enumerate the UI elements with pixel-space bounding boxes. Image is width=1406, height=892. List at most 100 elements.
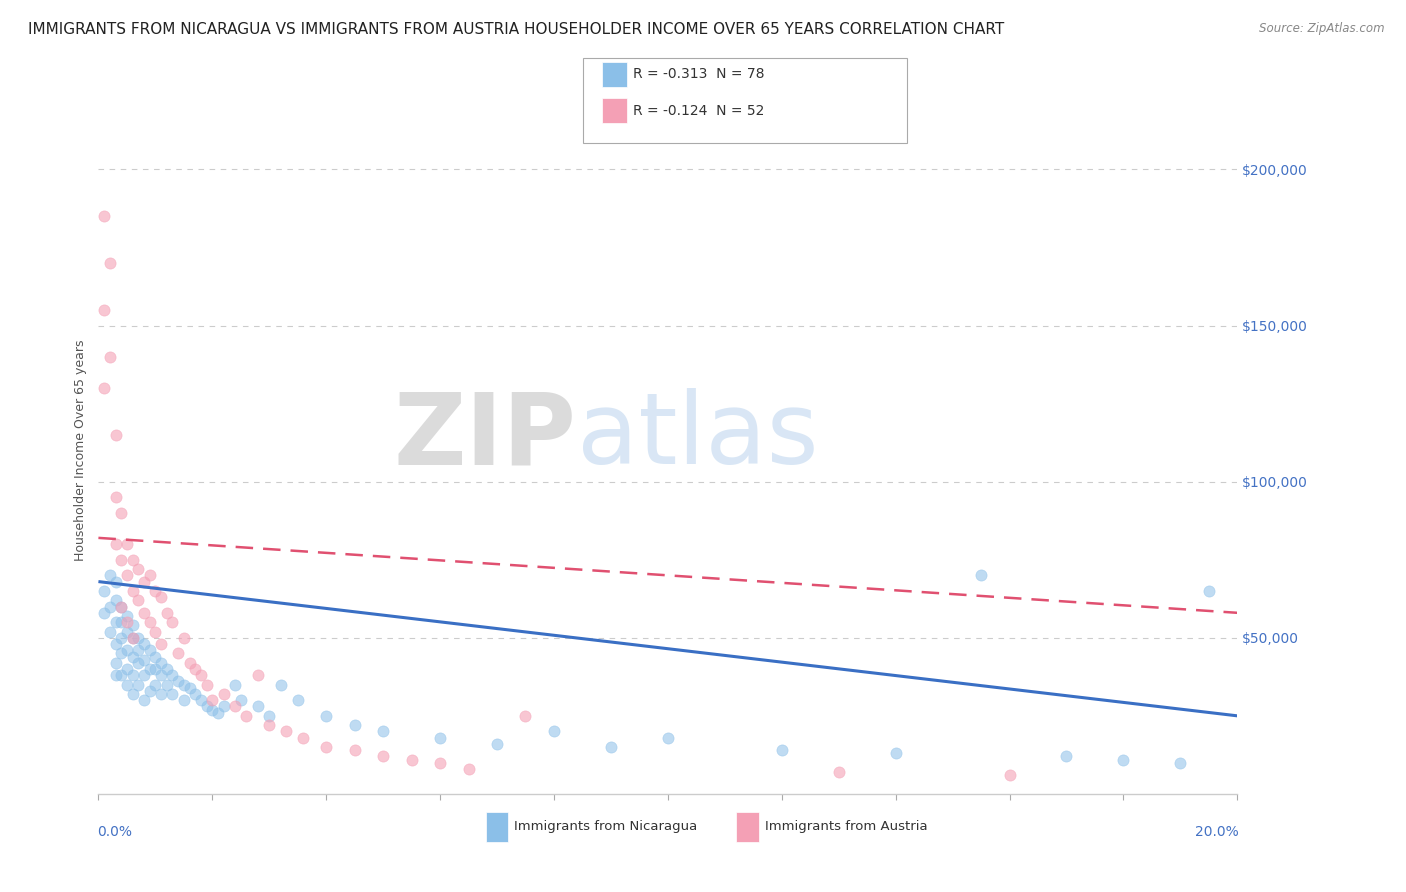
Point — [145, 662, 167, 676]
Point — [401, 753, 423, 767]
Point — [127, 593, 149, 607]
Point — [110, 615, 132, 630]
Point — [121, 668, 143, 682]
Point — [657, 731, 679, 745]
Point — [315, 708, 337, 723]
Point — [543, 724, 565, 739]
Point — [150, 637, 173, 651]
Point — [190, 668, 212, 682]
Text: Immigrants from Austria: Immigrants from Austria — [765, 821, 928, 833]
Point — [156, 662, 179, 676]
Point — [93, 583, 115, 598]
Point — [115, 643, 138, 657]
Point — [190, 693, 212, 707]
Point — [110, 631, 132, 645]
Point — [315, 740, 337, 755]
Point — [276, 724, 298, 739]
Point — [195, 678, 218, 692]
Point — [98, 350, 121, 364]
Point — [115, 568, 138, 582]
Point — [150, 591, 173, 605]
Bar — [737, 812, 759, 842]
Point — [429, 731, 451, 745]
Point — [98, 568, 121, 582]
Point — [162, 687, 184, 701]
Point — [343, 718, 366, 732]
Point — [121, 631, 143, 645]
Point — [132, 668, 155, 682]
Point — [173, 693, 195, 707]
Point — [110, 599, 132, 614]
Point — [179, 681, 201, 695]
Point — [115, 608, 138, 623]
Point — [121, 552, 143, 567]
Point — [115, 662, 138, 676]
Point — [343, 743, 366, 757]
Point — [1170, 756, 1192, 770]
Point — [287, 693, 309, 707]
Point — [201, 693, 224, 707]
Point — [98, 256, 121, 270]
Text: atlas: atlas — [576, 388, 818, 485]
Point — [104, 668, 127, 682]
Point — [156, 678, 179, 692]
Point — [93, 381, 115, 395]
Text: 0.0%: 0.0% — [97, 825, 132, 838]
Point — [104, 637, 127, 651]
Bar — [485, 812, 508, 842]
Point — [207, 706, 229, 720]
Point — [600, 740, 623, 755]
Point — [110, 646, 132, 660]
Point — [235, 708, 257, 723]
Point — [156, 606, 179, 620]
Point — [121, 618, 143, 632]
Point — [246, 699, 269, 714]
Point — [121, 687, 143, 701]
Point — [173, 631, 195, 645]
Point — [110, 599, 132, 614]
Point — [1056, 749, 1078, 764]
Text: Source: ZipAtlas.com: Source: ZipAtlas.com — [1260, 22, 1385, 36]
Point — [770, 743, 793, 757]
Text: ZIP: ZIP — [394, 388, 576, 485]
Text: IMMIGRANTS FROM NICARAGUA VS IMMIGRANTS FROM AUSTRIA HOUSEHOLDER INCOME OVER 65 : IMMIGRANTS FROM NICARAGUA VS IMMIGRANTS … — [28, 22, 1004, 37]
Point — [121, 583, 143, 598]
Point — [127, 643, 149, 657]
Text: 20.0%: 20.0% — [1195, 825, 1239, 838]
Text: R = -0.313  N = 78: R = -0.313 N = 78 — [633, 67, 765, 81]
Point — [259, 718, 281, 732]
Point — [1112, 753, 1135, 767]
Point — [138, 643, 160, 657]
Point — [167, 646, 190, 660]
Point — [132, 653, 155, 667]
Point — [98, 624, 121, 639]
Point — [212, 699, 235, 714]
Point — [138, 683, 160, 698]
Point — [115, 615, 138, 630]
Point — [201, 703, 224, 717]
Point — [110, 668, 132, 682]
Point — [145, 649, 167, 664]
Text: R = -0.124  N = 52: R = -0.124 N = 52 — [633, 103, 763, 118]
Point — [127, 678, 149, 692]
Point — [998, 768, 1021, 782]
Point — [229, 693, 252, 707]
Point — [457, 762, 479, 776]
Point — [127, 562, 149, 576]
Point — [115, 624, 138, 639]
Point — [104, 574, 127, 589]
Point — [115, 678, 138, 692]
Point — [292, 731, 315, 745]
Point — [195, 699, 218, 714]
Point — [104, 427, 127, 442]
Point — [138, 662, 160, 676]
Point — [150, 668, 173, 682]
Point — [138, 615, 160, 630]
Point — [132, 693, 155, 707]
Point — [259, 708, 281, 723]
Point — [486, 737, 509, 751]
Point — [167, 674, 190, 689]
Point — [93, 606, 115, 620]
Point — [373, 749, 395, 764]
Text: Immigrants from Nicaragua: Immigrants from Nicaragua — [515, 821, 697, 833]
